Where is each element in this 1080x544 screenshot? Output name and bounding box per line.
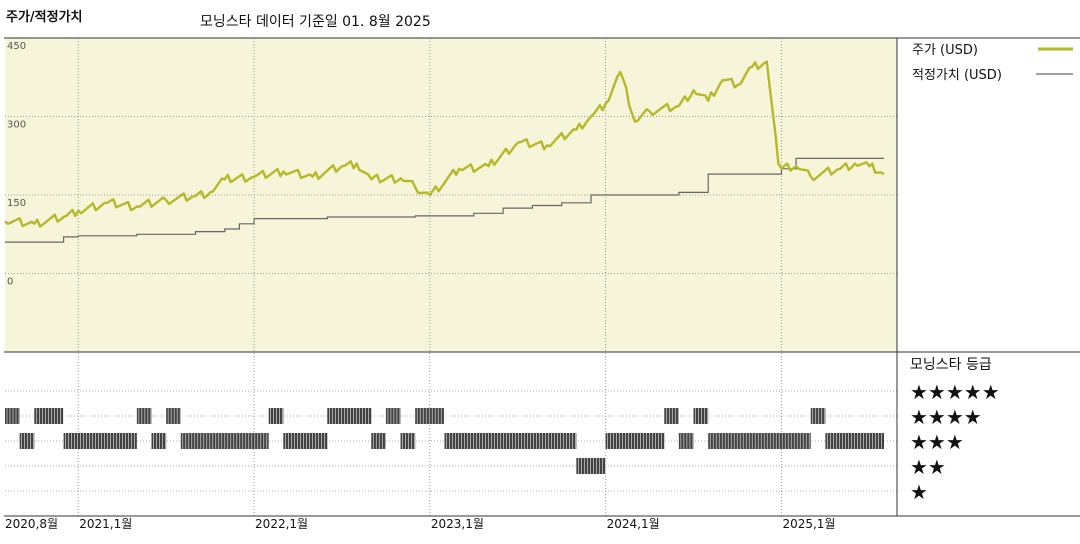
rating-segment-bar	[283, 433, 328, 449]
rating-segment	[180, 433, 269, 449]
rating-segment	[415, 408, 445, 424]
rating-segment-bar	[63, 433, 137, 449]
rating-segment-bar	[34, 408, 64, 424]
rating-segment	[385, 408, 401, 424]
rating-segment	[678, 433, 694, 449]
rating-star-labels: ★★★★★★★★★★★★★★★	[910, 380, 1000, 504]
rating-segment	[810, 408, 826, 424]
rating-segment	[664, 408, 679, 424]
rating-segment	[34, 408, 64, 424]
rating-segment-bar	[327, 408, 372, 424]
legend-price-label: 주가 (USD)	[912, 43, 978, 58]
rating-segment	[136, 408, 152, 424]
rating-history-bars	[5, 408, 884, 474]
y-tick-label: 450	[7, 41, 26, 52]
rating-segment	[708, 433, 811, 449]
rating-segment	[327, 408, 372, 424]
chart-title: 주가/적정가치	[6, 9, 83, 25]
rating-segment	[605, 433, 665, 449]
rating-level-label: ★★	[910, 455, 946, 479]
rating-segment	[166, 408, 181, 424]
rating-segment	[576, 458, 606, 474]
rating-segment	[19, 433, 35, 449]
plot-area	[5, 38, 897, 352]
fair-value-line	[5, 157, 884, 243]
x-tick-label: 2023,1월	[431, 517, 484, 531]
legend-fair-label: 적정가치 (USD)	[912, 68, 1002, 83]
y-tick-label: 300	[7, 120, 26, 131]
y-axis-ticks: 450 300 150 0	[7, 41, 26, 288]
rating-panel-title: 모닝스타 등급	[910, 357, 992, 373]
rating-segment	[825, 433, 884, 449]
rating-segment-bar	[415, 408, 445, 424]
x-tick-label: 2020,8월	[5, 517, 58, 531]
rating-level-label: ★★★	[910, 430, 964, 454]
rating-segment	[151, 433, 167, 449]
rating-level-label: ★★★★★	[910, 380, 1000, 404]
rating-segment	[5, 408, 20, 424]
y-tick-label: 150	[7, 198, 26, 209]
rating-segment	[400, 433, 416, 449]
x-tick-label: 2022,1월	[255, 517, 308, 531]
x-tick-label: 2025,1월	[782, 517, 835, 531]
rating-segment-bar	[576, 458, 606, 474]
rating-segment	[693, 408, 709, 424]
legend: 주가 (USD) 적정가치 (USD)	[912, 43, 1073, 83]
rating-segment-bar	[444, 433, 577, 449]
x-tick-label: 2024,1월	[607, 517, 660, 531]
x-axis-ticks: 2020,8월 2021,1월 2022,1월 2023,1월 2024,1월 2025,…	[5, 517, 835, 531]
rating-segment	[268, 408, 284, 424]
price-line	[4, 60, 885, 228]
chart-subtitle: 모닝스타 데이터 기준일 01. 8월 2025	[200, 14, 431, 30]
rating-segment	[444, 433, 577, 449]
rating-segment	[283, 433, 328, 449]
x-tick-label: 2021,1월	[79, 517, 132, 531]
rating-segment	[371, 433, 386, 449]
rating-level-label: ★	[910, 480, 928, 504]
y-tick-label: 0	[7, 277, 13, 288]
rating-segment-bar	[708, 433, 811, 449]
rating-segment	[63, 433, 137, 449]
rating-level-label: ★★★★	[910, 405, 982, 429]
